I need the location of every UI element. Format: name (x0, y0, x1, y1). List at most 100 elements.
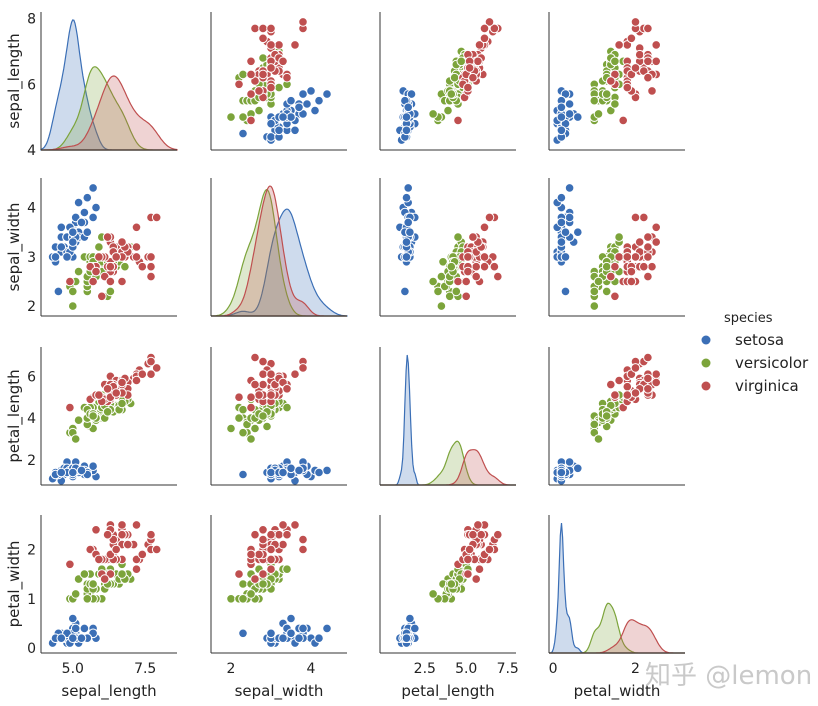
point-setosa-45 (62, 252, 72, 262)
point-virginica-6 (65, 402, 75, 413)
point-virginica-13 (88, 276, 98, 287)
point-virginica-39 (634, 49, 645, 60)
point-virginica-34 (471, 271, 482, 282)
point-virginica-30 (137, 549, 148, 560)
legend-marker-setosa (701, 335, 711, 345)
point-setosa-45 (266, 118, 276, 129)
point-virginica-30 (479, 261, 490, 272)
point-virginica-42 (463, 266, 473, 277)
point-virginica-44 (473, 520, 483, 530)
point-setosa-43 (573, 112, 583, 122)
point-setosa-41 (238, 628, 248, 639)
point-virginica-22 (489, 261, 500, 272)
point-setosa-44 (564, 457, 575, 467)
point-virginica-8 (246, 56, 256, 67)
point-versicolor-37 (451, 286, 462, 297)
point-setosa-45 (401, 252, 412, 262)
y-tick-label: 8 (27, 12, 36, 28)
point-versicolor-9 (443, 105, 453, 116)
point-virginica-48 (643, 384, 653, 394)
point-setosa-40 (560, 227, 571, 237)
point-virginica-9 (651, 369, 662, 380)
point-versicolor-10 (226, 112, 236, 122)
point-virginica-30 (479, 33, 490, 44)
panel-sepal_length-vs-sepal_width (210, 12, 347, 151)
point-versicolor-20 (274, 82, 284, 93)
point-setosa-49 (401, 633, 412, 644)
point-virginica-34 (471, 574, 482, 584)
legend-label-versicolor: versicolor (735, 354, 809, 372)
point-virginica-22 (258, 356, 268, 367)
point-virginica-44 (117, 377, 127, 388)
legend-marker-virginica (701, 381, 711, 391)
point-virginica-33 (610, 390, 620, 400)
point-setosa-47 (56, 633, 67, 644)
point-versicolor-48 (70, 434, 81, 444)
point-virginica-48 (102, 529, 113, 540)
point-virginica-48 (643, 72, 653, 83)
point-virginica-35 (643, 23, 653, 34)
point-setosa-43 (286, 463, 296, 474)
point-setosa-48 (403, 102, 414, 113)
point-versicolor-31 (589, 419, 600, 430)
y-axis-label-petal_length: petal_length (5, 369, 24, 462)
point-virginica-18 (250, 23, 260, 34)
point-setosa-49 (556, 237, 567, 247)
point-versicolor-48 (593, 434, 604, 444)
x-tick-label: 2 (227, 661, 236, 677)
point-virginica-49 (266, 82, 276, 93)
point-setosa-45 (266, 467, 276, 478)
point-virginica-48 (102, 232, 113, 242)
point-virginica-43 (643, 242, 653, 252)
point-virginica-19 (234, 79, 244, 90)
point-setosa-15 (322, 465, 332, 476)
point-setosa-43 (405, 613, 415, 624)
point-versicolor-36 (456, 56, 467, 67)
point-virginica-14 (647, 86, 657, 96)
point-virginica-29 (614, 375, 624, 386)
point-versicolor-47 (449, 72, 460, 83)
point-setosa-36 (82, 227, 93, 237)
point-virginica-22 (146, 356, 156, 367)
point-virginica-29 (474, 40, 485, 50)
point-virginica-33 (105, 261, 116, 272)
point-virginica-22 (258, 23, 268, 34)
point-virginica-34 (99, 574, 110, 584)
x-tick-label: 5.0 (62, 661, 84, 677)
point-virginica-31 (151, 363, 162, 373)
point-versicolor-37 (105, 286, 116, 297)
kde-sepal_width-virginica (211, 185, 347, 317)
point-virginica-43 (274, 529, 284, 540)
point-virginica-9 (290, 40, 300, 50)
x-tick-label: 5.0 (455, 661, 477, 677)
point-virginica-34 (606, 379, 616, 390)
point-virginica-25 (274, 40, 284, 50)
point-virginica-47 (111, 388, 121, 398)
point-setosa-15 (403, 183, 414, 193)
point-virginica-47 (111, 544, 121, 555)
point-setosa-48 (556, 102, 567, 113)
point-setosa-49 (278, 467, 288, 478)
point-versicolor-48 (70, 589, 81, 599)
panels: 468sepal_length234sepal_width246petal_le… (5, 12, 685, 701)
point-virginica-46 (246, 69, 256, 80)
point-versicolor-20 (94, 242, 104, 252)
point-virginica-44 (651, 377, 662, 388)
y-tick-label: 1 (27, 592, 36, 608)
point-versicolor-49 (446, 261, 457, 272)
point-virginica-34 (250, 379, 260, 390)
x-tick-label: 4 (307, 661, 316, 677)
point-setosa-49 (278, 633, 288, 644)
point-virginica-9 (290, 369, 300, 380)
point-virginica-46 (246, 549, 256, 560)
point-virginica-6 (65, 559, 75, 570)
point-virginica-46 (105, 276, 116, 287)
point-virginica-29 (131, 564, 142, 575)
y-tick-label: 3 (27, 250, 36, 266)
point-versicolor-43 (238, 594, 248, 604)
point-setosa-18 (298, 89, 308, 99)
point-versicolor-9 (254, 105, 264, 116)
point-setosa-33 (314, 467, 324, 478)
